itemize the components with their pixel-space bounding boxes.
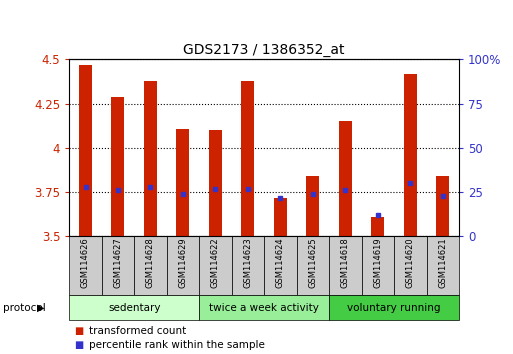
Text: GSM114627: GSM114627 xyxy=(113,238,123,288)
Text: GSM114619: GSM114619 xyxy=(373,238,382,288)
Text: GSM114628: GSM114628 xyxy=(146,238,155,288)
Text: ■: ■ xyxy=(74,340,84,350)
Bar xyxy=(371,217,384,236)
Bar xyxy=(199,236,232,295)
Text: transformed count: transformed count xyxy=(89,326,186,336)
Bar xyxy=(306,176,320,236)
Bar xyxy=(232,236,264,295)
Text: voluntary running: voluntary running xyxy=(347,303,441,313)
Bar xyxy=(427,236,459,295)
Text: GSM114629: GSM114629 xyxy=(179,238,187,288)
Bar xyxy=(176,129,189,236)
Bar xyxy=(209,130,222,236)
Text: GSM114623: GSM114623 xyxy=(244,238,252,288)
Bar xyxy=(69,295,199,320)
Text: sedentary: sedentary xyxy=(108,303,161,313)
Text: ▶: ▶ xyxy=(37,303,45,313)
Bar xyxy=(394,236,427,295)
Bar xyxy=(274,198,287,236)
Bar xyxy=(199,295,329,320)
Bar xyxy=(134,236,167,295)
Bar xyxy=(111,97,125,236)
Text: GSM114618: GSM114618 xyxy=(341,238,350,288)
Text: GSM114624: GSM114624 xyxy=(276,238,285,288)
Text: GSM114625: GSM114625 xyxy=(308,238,318,288)
Bar xyxy=(297,236,329,295)
Bar xyxy=(404,74,417,236)
Bar xyxy=(167,236,199,295)
Bar xyxy=(329,295,459,320)
Bar xyxy=(69,236,102,295)
Text: GSM114622: GSM114622 xyxy=(211,238,220,288)
Text: GSM114626: GSM114626 xyxy=(81,238,90,288)
Bar xyxy=(79,65,92,236)
Bar xyxy=(437,176,449,236)
Text: ■: ■ xyxy=(74,326,84,336)
Bar xyxy=(362,236,394,295)
Bar xyxy=(264,236,297,295)
Bar xyxy=(339,121,352,236)
Title: GDS2173 / 1386352_at: GDS2173 / 1386352_at xyxy=(184,43,345,57)
Text: GSM114621: GSM114621 xyxy=(439,238,447,288)
Text: percentile rank within the sample: percentile rank within the sample xyxy=(89,340,265,350)
Bar xyxy=(329,236,362,295)
Bar xyxy=(144,81,157,236)
Bar xyxy=(242,81,254,236)
Text: protocol: protocol xyxy=(3,303,45,313)
Text: GSM114620: GSM114620 xyxy=(406,238,415,288)
Bar xyxy=(102,236,134,295)
Text: twice a week activity: twice a week activity xyxy=(209,303,319,313)
